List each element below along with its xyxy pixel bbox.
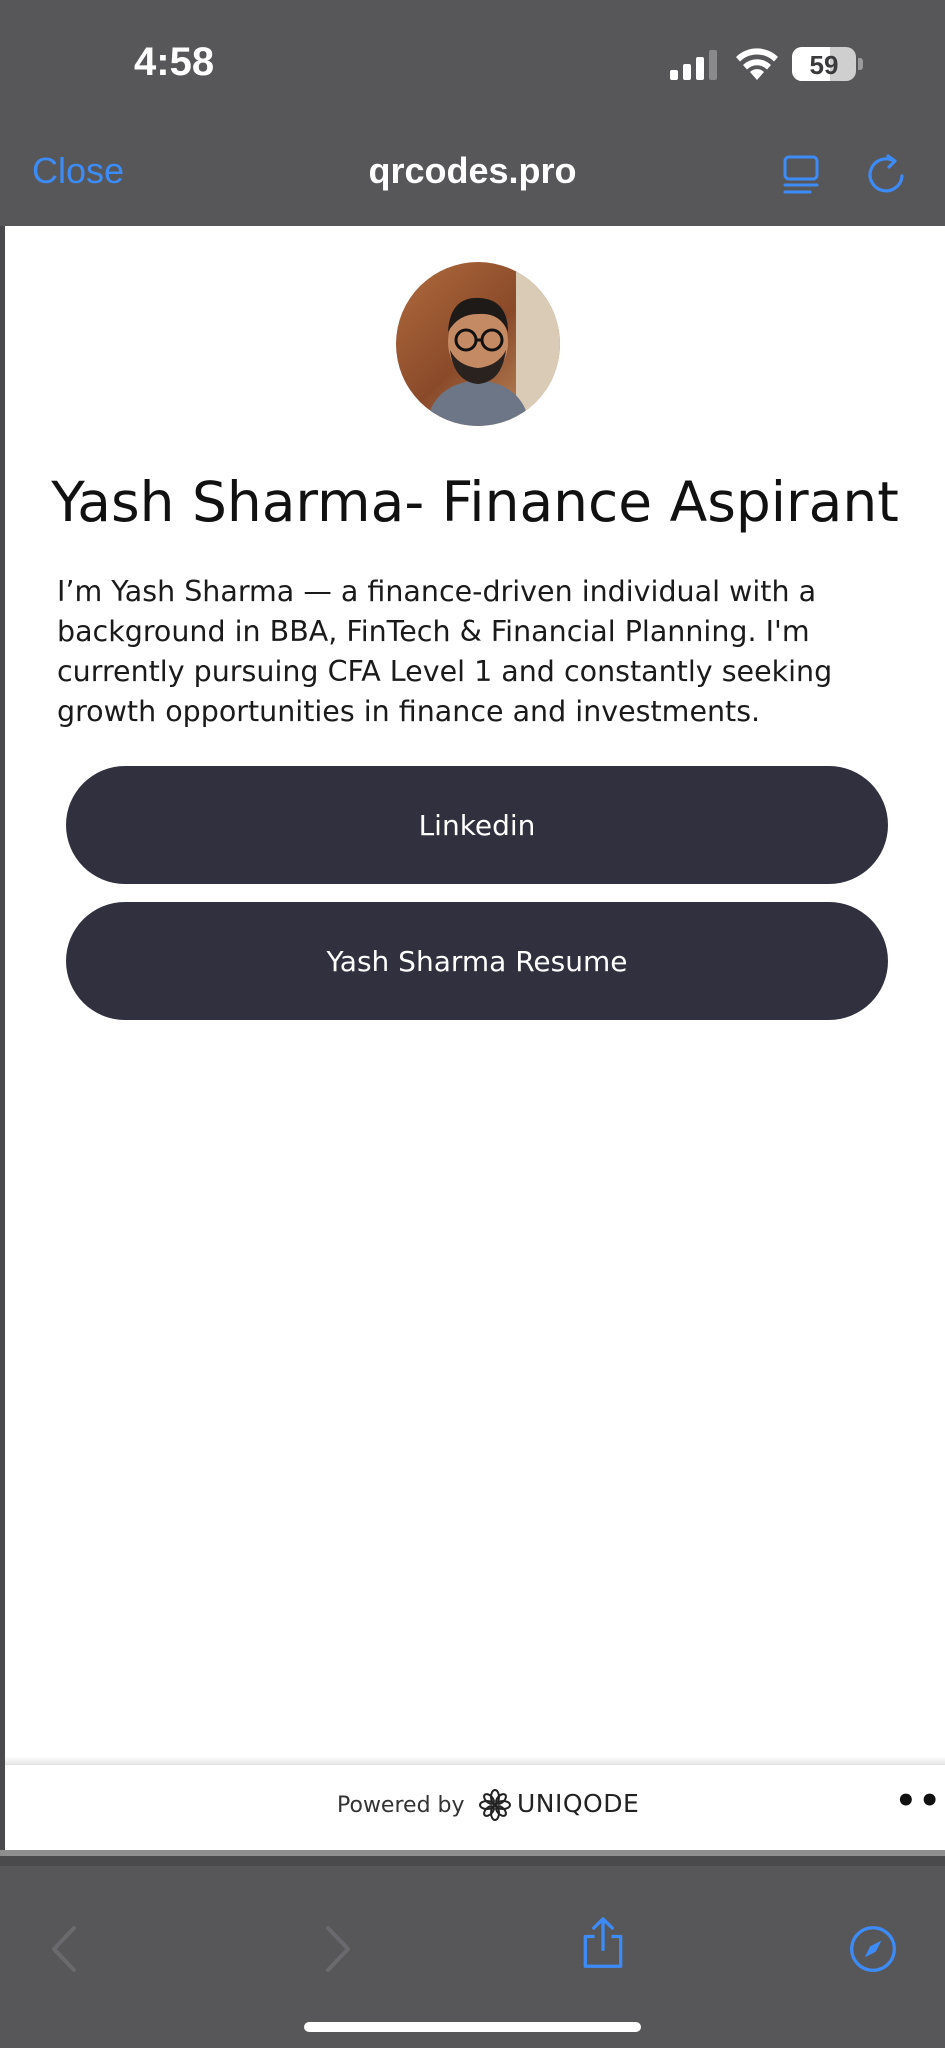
home-indicator (304, 2022, 641, 2032)
uniqode-brand: UNIQODE (517, 1789, 640, 1818)
back-icon[interactable] (40, 1922, 90, 1976)
cellular-signal-icon (670, 50, 717, 80)
page-url-title: qrcodes.pro (368, 150, 577, 191)
powered-by-footer: Powered by UNIQODE ••• (5, 1764, 945, 1850)
profile-avatar (396, 262, 560, 426)
status-time: 4:58 (134, 40, 215, 84)
uniqode-logo-icon (479, 1789, 511, 1821)
reload-icon[interactable] (864, 152, 908, 196)
resume-button[interactable]: Yash Sharma Resume (66, 902, 888, 1020)
browser-header: Close qrcodes.pro (0, 130, 945, 226)
web-content: Yash Sharma- Finance Aspirant I’m Yash S… (5, 226, 945, 1760)
more-options-button[interactable]: ••• (895, 1781, 945, 1821)
wifi-icon (736, 48, 778, 80)
footer-divider (5, 1756, 945, 1764)
share-icon[interactable] (578, 1916, 628, 1970)
browser-toolbar (0, 1866, 945, 2048)
powered-by-label: Powered by (337, 1793, 465, 1818)
battery-icon: 59 (792, 47, 863, 81)
close-button[interactable]: Close (32, 150, 125, 191)
reader-view-icon[interactable] (780, 152, 824, 196)
forward-icon[interactable] (312, 1922, 362, 1976)
battery-percent: 59 (809, 50, 839, 80)
status-bar: 4:58 59 (0, 0, 945, 130)
profile-bio: I’m Yash Sharma — a finance-driven indiv… (57, 575, 833, 728)
compass-icon[interactable] (848, 1922, 898, 1976)
profile-name-title: Yash Sharma- Finance Aspirant (51, 470, 899, 534)
content-divider (0, 1850, 945, 1856)
linkedin-button[interactable]: Linkedin (66, 766, 888, 884)
